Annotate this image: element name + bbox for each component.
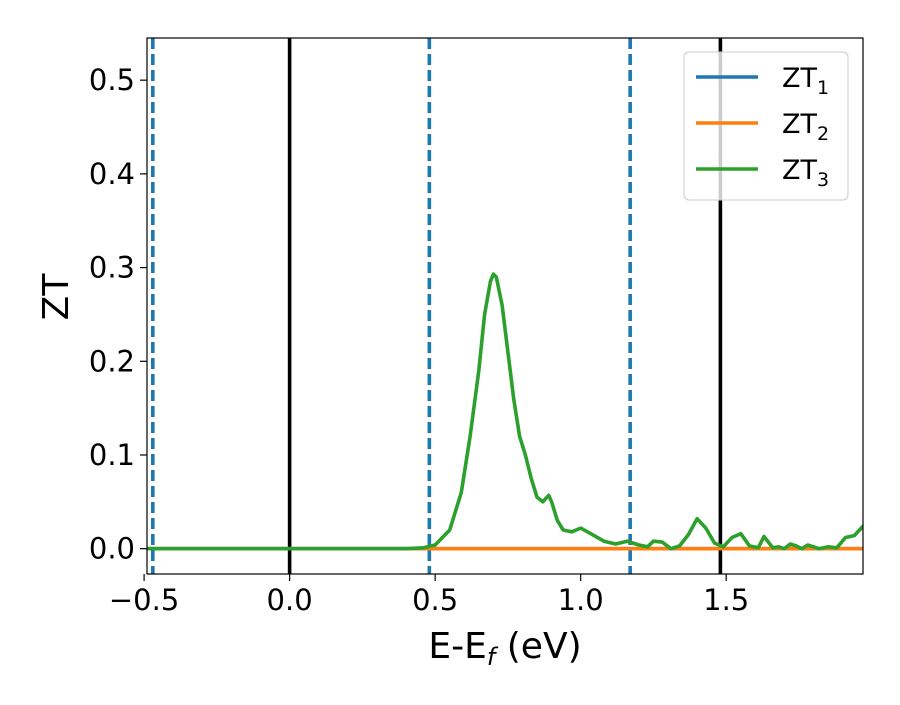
- legend-label-2: ZT2: [782, 109, 829, 145]
- legend-label-sub: 2: [817, 123, 829, 145]
- series-line-3: [147, 272, 863, 551]
- legend-label-main: ZT: [782, 109, 817, 140]
- legend-label-sub: 3: [817, 169, 829, 191]
- plot-frame: [146, 37, 864, 575]
- y-tick-label: 0.4: [89, 157, 135, 191]
- x-tick-label: 1.0: [558, 583, 604, 617]
- legend-label-3: ZT3: [782, 155, 829, 191]
- legend-label-main: ZT: [782, 63, 817, 94]
- x-tick-label: 1.5: [703, 583, 749, 617]
- y-tick-label: 0.2: [89, 344, 135, 378]
- x-axis-label-unit: (eV): [495, 626, 581, 667]
- x-axis-label-main: E-E: [428, 626, 486, 667]
- y-tick-label: 0.3: [89, 251, 135, 285]
- x-tick-label: −0.5: [109, 583, 179, 617]
- x-axis-label: E-Ef (eV): [428, 626, 581, 671]
- series-lines: [147, 272, 863, 551]
- y-tick-label: 0.1: [89, 438, 135, 472]
- legend-label-1: ZT1: [782, 63, 829, 99]
- legend-box: [683, 51, 849, 201]
- x-tick-label: 0.0: [267, 583, 313, 617]
- x-tick-label: 0.5: [412, 583, 458, 617]
- legend-label-sub: 1: [817, 77, 829, 99]
- legend-label-main: ZT: [782, 155, 817, 186]
- y-tick-label: 0.5: [89, 63, 135, 97]
- y-axis-label: ZT: [36, 273, 77, 321]
- axis-ticks: −0.5 0.0 0.5 1.0 1.5 0.0 0.1 0.2 0.3 0.4 0.5: [89, 63, 749, 617]
- y-tick-label: 0.0: [89, 532, 135, 566]
